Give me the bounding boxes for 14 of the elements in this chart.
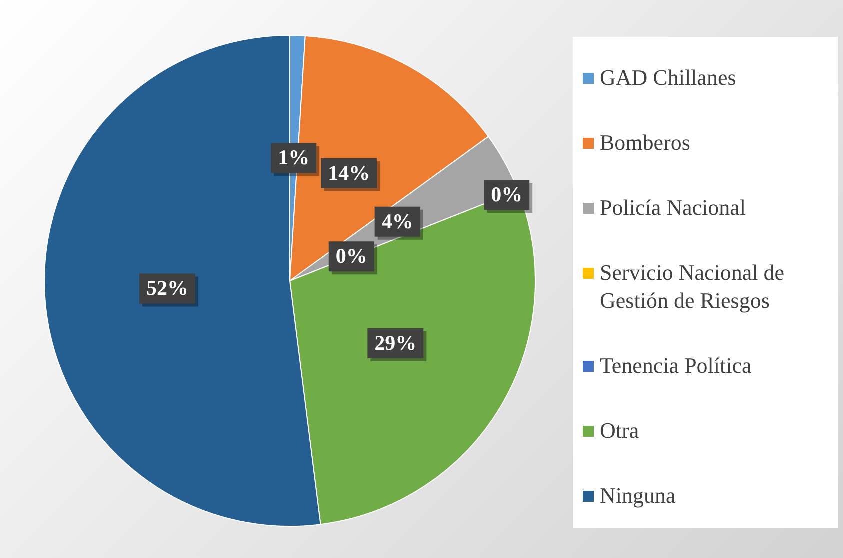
legend-label: Servicio Nacional de Gestión de Riesgos (600, 258, 786, 314)
text: 0% (336, 244, 368, 268)
legend-label: GAD Chillanes (600, 64, 736, 92)
legend-label: Bomberos (600, 128, 690, 156)
data-label: 1% (278, 146, 310, 170)
text: 0% (491, 182, 523, 207)
legend-label: Policía Nacional (600, 194, 746, 222)
legend-label: Otra (600, 416, 640, 444)
data-label: 14% (328, 160, 370, 185)
legend-label: Ninguna (600, 482, 676, 510)
legend-label: Tenencia Política (600, 352, 752, 380)
data-label: 52% (146, 276, 188, 300)
data-label: 4% (382, 209, 414, 234)
data-label: 29% (374, 330, 417, 355)
